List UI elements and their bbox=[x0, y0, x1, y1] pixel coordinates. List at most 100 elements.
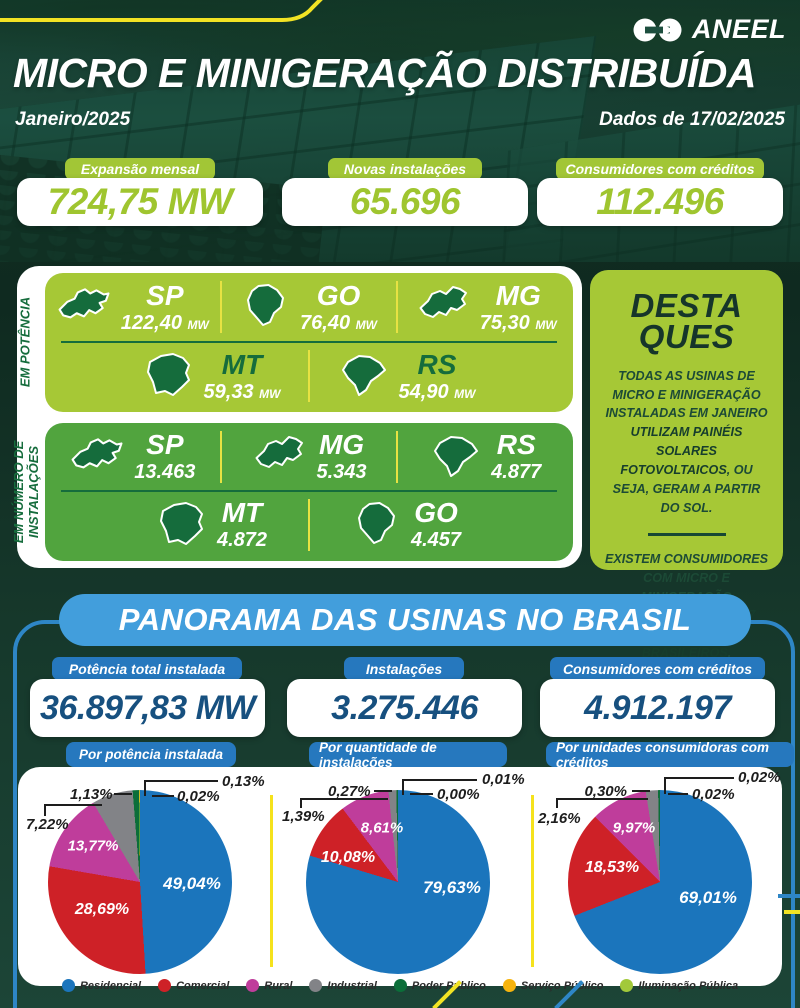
callout-line bbox=[44, 804, 46, 816]
pie1-label-rural: 13,77% bbox=[67, 837, 119, 855]
pie2-callout-iluminacao-publica: 0,01% bbox=[482, 771, 525, 788]
legend-dot-iluminacao-publica bbox=[620, 979, 634, 992]
state-code: MG bbox=[318, 429, 365, 460]
state-value: 4.872 bbox=[216, 529, 268, 551]
state-value: 59,33 MW bbox=[203, 380, 281, 403]
legend-item-rural: Rural bbox=[246, 979, 292, 992]
state-value: 76,40 MW bbox=[300, 311, 377, 334]
pie-legend: Residencial Comercial Rural Industrial P… bbox=[18, 970, 782, 1001]
summary-value-credits: 112.496 bbox=[596, 181, 724, 222]
callout-line bbox=[402, 779, 404, 795]
panorama-value-power: 36.897,83 MW bbox=[39, 688, 256, 727]
row-divider bbox=[61, 341, 557, 343]
inst-rank-sp: SP 13.463 bbox=[45, 431, 220, 483]
state-value: 4.457 bbox=[410, 529, 462, 551]
pie3-callout-servico-publico: 0,02% bbox=[692, 786, 735, 803]
panorama-value-installations: 3.275.446 bbox=[331, 688, 478, 727]
map-rs-icon bbox=[434, 435, 479, 477]
period-label: Janeiro/2025 bbox=[15, 109, 131, 130]
pie-tab-power: Por potência instalada bbox=[66, 742, 236, 767]
map-rs-icon bbox=[341, 355, 386, 396]
pie-tab-credits: Por unidades consumidoras com créditos bbox=[546, 740, 794, 770]
pie-chart-credits bbox=[568, 790, 752, 974]
callout-line bbox=[632, 790, 650, 792]
summary-card-expansion: 724,75 MW bbox=[17, 178, 263, 226]
callout-line bbox=[152, 795, 174, 797]
panorama-card-installations: 3.275.446 bbox=[287, 679, 522, 737]
aneel-logo-icon bbox=[633, 18, 682, 41]
state-code: GO bbox=[414, 497, 458, 528]
summary-tab-expansion: Expansão mensal bbox=[65, 158, 215, 180]
power-section-label: EM POTÊNCIA bbox=[17, 296, 33, 388]
callout-line bbox=[44, 804, 102, 806]
power-rank-mt: MT 59,33 MW bbox=[115, 350, 308, 403]
pie3-callout-industrial: 2,16% bbox=[538, 810, 581, 827]
divider bbox=[396, 430, 399, 483]
map-sp-icon bbox=[71, 437, 123, 468]
aneel-logo: ANEEL bbox=[632, 14, 786, 45]
highlights-paragraph-1: TODAS AS USINAS DE MICRO E MINIGERAÇÃO I… bbox=[605, 368, 768, 515]
blue-accent-edge-line bbox=[778, 894, 800, 898]
state-value: 54,90 MW bbox=[398, 380, 476, 403]
row-divider bbox=[61, 490, 557, 492]
legend-dot-poder-publico bbox=[393, 979, 407, 992]
callout-line bbox=[144, 780, 146, 796]
panorama-value-credits: 4.912.197 bbox=[584, 688, 731, 727]
legend-item-industrial: Industrial bbox=[309, 979, 377, 992]
pie2-callout-industrial: 1,39% bbox=[282, 808, 325, 825]
legend-item-poder-publico: Poder Público bbox=[393, 979, 486, 992]
pie2-callout-servico-publico: 0,00% bbox=[437, 786, 480, 803]
state-value: 75,30 MW bbox=[479, 311, 557, 334]
state-value: 13.463 bbox=[134, 461, 196, 483]
pie2-label-comercial: 10,08% bbox=[320, 849, 376, 866]
legend-dot-industrial bbox=[309, 979, 323, 992]
pie1-callout-servico-publico: 0,02% bbox=[177, 788, 220, 805]
power-rank-sp: SP 122,40 MW bbox=[45, 281, 220, 333]
legend-item-iluminacao-publica: Iluminação Pública bbox=[620, 979, 738, 992]
summary-value-installations: 65.696 bbox=[349, 181, 461, 222]
pie1-callout-poder-publico: 1,13% bbox=[70, 786, 113, 803]
pie-chart-power bbox=[48, 790, 232, 974]
pie-divider bbox=[270, 795, 273, 967]
inst-rank-mg: MG 5.343 bbox=[222, 431, 397, 482]
callout-line bbox=[114, 793, 132, 795]
page-title: MICRO E MINIGERAÇÃO DISTRIBUÍDA bbox=[13, 50, 757, 96]
state-code: RS bbox=[496, 429, 536, 460]
map-go-icon bbox=[357, 501, 395, 544]
state-value: 5.343 bbox=[316, 461, 367, 483]
divider bbox=[308, 498, 310, 551]
state-code: MG bbox=[495, 279, 541, 311]
panorama-card-credits: 4.912.197 bbox=[540, 679, 775, 737]
panorama-tab-power: Potência total instalada bbox=[52, 657, 242, 680]
yellow-accent-curve bbox=[0, 0, 323, 22]
divider bbox=[219, 430, 222, 483]
pie3-callout-poder-publico: 0,30% bbox=[584, 783, 627, 800]
power-rank-go: GO 76,40 MW bbox=[222, 281, 397, 334]
legend-dot-residencial bbox=[61, 979, 75, 992]
map-mg-icon bbox=[255, 435, 304, 468]
legend-item-servico-publico: Serviço Público bbox=[502, 979, 603, 992]
summary-card-installations: 65.696 bbox=[282, 178, 528, 226]
pie3-label-residencial: 69,01% bbox=[679, 888, 737, 907]
pie2-callout-poder-publico: 0,27% bbox=[328, 783, 371, 800]
data-date-label: Dados de 17/02/2025 bbox=[599, 109, 785, 130]
pie1-label-residencial: 49,04% bbox=[163, 874, 221, 893]
legend-dot-servico-publico bbox=[502, 979, 516, 992]
pie-chart-installations bbox=[306, 790, 490, 974]
highlights-divider bbox=[647, 532, 726, 536]
summary-card-credits: 112.496 bbox=[537, 178, 783, 226]
pie2-label-residencial: 79,63% bbox=[423, 878, 481, 897]
legend-dot-comercial bbox=[158, 979, 172, 992]
divider bbox=[308, 350, 310, 402]
callout-line bbox=[668, 793, 688, 795]
state-value: 4.877 bbox=[491, 461, 542, 483]
pie1-callout-industrial: 7,22% bbox=[26, 816, 69, 833]
power-rank-rs: RS 54,90 MW bbox=[310, 348, 503, 403]
state-code: RS bbox=[417, 348, 457, 380]
pie1-callout-iluminacao-publica: 0,13% bbox=[222, 773, 265, 790]
callout-line bbox=[664, 777, 666, 794]
yellow-accent-edge-line bbox=[784, 910, 800, 914]
callout-line bbox=[556, 798, 648, 800]
callout-line bbox=[556, 798, 558, 808]
